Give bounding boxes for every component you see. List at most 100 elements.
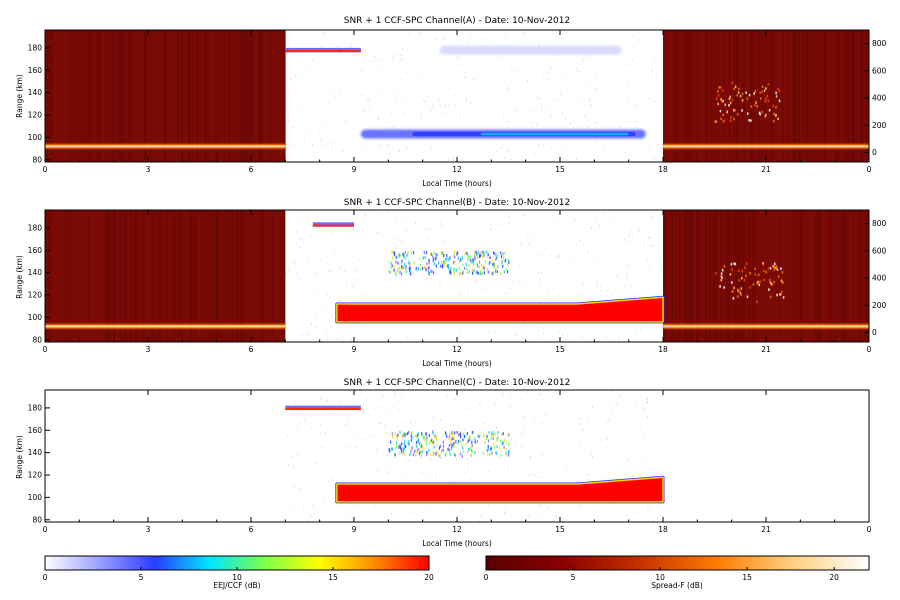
panel-b-scatter-cloud-point [457,251,459,255]
panel-c-speckle [646,402,648,405]
panel-c-scatter-cloud-point [467,450,469,454]
panel-c-speckle [435,434,437,437]
panel-b-night-texture [842,210,844,342]
panel-b-spread-f-cluster-point [745,262,748,265]
panel-c-scatter-cloud-point [405,432,407,436]
panel-a-y-tick-label: 100 [28,133,43,142]
panel-a-speckle [629,120,631,123]
panel-b-scatter-cloud-point [501,260,503,264]
panel-c-scatter-cloud-point [426,436,428,440]
panel-b-scatter-cloud-point [482,250,484,254]
panel-c-scatter-cloud-point [463,433,465,437]
panel-b-speckle [508,222,510,225]
panel-b-scatter-cloud-point [467,256,470,260]
panel-c-speckle [436,443,438,446]
panel-c-scatter-cloud-point [487,439,490,443]
panel-a: SNR + 1 CCF-SPC Channel(A) - Date: 10-No… [15,16,887,188]
panel-c-scatter-cloud-point [453,452,455,456]
panel-b-night-texture [87,210,89,342]
panel-a-speckle [549,79,551,82]
panel-a-speckle [390,127,392,130]
panel-a-speckle [582,59,584,62]
panel-c-speckle [586,418,588,421]
panel-c-speckle [540,504,542,507]
panel-b-scatter-cloud-point [467,258,469,262]
panel-a-night-texture [759,30,761,162]
colorbar-eej-label: EEJ/CCF (dB) [213,581,260,590]
panel-c-scatter-cloud-point [461,444,463,448]
panel-a-spread-f-cluster-point [764,99,767,103]
panel-c-scatter-cloud-point [470,453,473,457]
panel-b-spread-f-cluster-point [775,267,777,270]
panel-c-y-tick-label: 100 [28,493,43,502]
panel-b-speckle [407,336,409,339]
panel-a-speckle [581,100,583,103]
panel-c-speckle [653,460,655,463]
panel-a-spread-f-cluster-point [761,85,764,89]
panel-a-speckle [401,58,403,61]
panel-a-speckle [578,69,580,72]
panel-c-speckle [411,471,413,474]
panel-c-speckle [606,446,608,449]
panel-b-scatter-cloud-point [495,257,497,261]
panel-a-night-texture [847,30,849,162]
panel-c-speckle [299,488,301,491]
panel-c-speckle [360,391,362,394]
panel-b-speckle [460,331,462,334]
panel-b-scatter-cloud-point [405,256,407,260]
panel-c-speckle [326,399,328,402]
panel-c-speckle [526,391,528,394]
panel-c-speckle [452,440,454,443]
panel-b-scatter-cloud-point [468,270,470,274]
panel-a-speckle [648,97,650,100]
panel-b-night-texture [223,210,225,342]
panel-a-speckle [305,68,307,71]
panel-a-speckle [549,147,551,150]
panel-b-speckle [316,292,318,295]
panel-c-x-tick-label: 6 [249,525,254,534]
panel-c-scatter-cloud-point [508,442,510,446]
panel-c-scatter-cloud-point [392,435,394,439]
panel-a-spread-f-cluster-point [724,103,726,107]
panel-c-speckle [616,402,618,405]
panel-a-speckle [465,96,467,99]
panel-a-night-texture [243,30,245,162]
panel-a-night-texture [99,30,101,162]
panel-a-night-texture [181,30,183,162]
panel-b-scatter-cloud-point [409,269,411,273]
panel-a-speckle [436,38,438,41]
panel-c-speckle [303,506,305,509]
panel-c-scatter-cloud-point [505,447,507,451]
panel-a-speckle [503,116,505,119]
panel-a-speckle [634,104,636,107]
panel-b-speckle [327,261,329,264]
panel-b-scatter-cloud-point [453,272,455,276]
panel-a-speckle [535,123,537,126]
panel-c-speckle [397,401,399,404]
panel-c-speckle [357,504,359,507]
panel-b-night-texture [195,210,197,342]
panel-b-speckle [583,243,585,246]
panel-b-scatter-cloud-point [495,267,497,271]
panel-a-night-texture [245,30,247,162]
panel-b-night-texture [716,210,718,342]
panel-c-scatter-cloud-point [407,442,409,446]
panel-c-scatter-cloud-point [421,450,423,454]
panel-c-speckle [355,446,357,449]
panel-c-scatter-cloud-point [462,446,464,450]
panel-b-scatter-cloud-point [459,272,461,276]
panel-c-scatter-cloud-point [472,430,474,434]
panel-b-night-texture [151,210,153,342]
panel-b-spread-f-cluster-point [738,289,740,292]
panel-b-speckle [326,293,328,296]
panel-a-speckle [405,146,407,149]
panel-b-speckle [606,335,608,338]
panel-b-scatter-cloud-point [402,252,404,256]
panel-b-scatter-cloud-point [446,256,449,260]
panel-a-speckle [648,145,650,148]
panel-c-scatter-cloud-point [451,444,453,448]
panel-c-speckle [487,504,489,507]
panel-a-speckle [560,92,562,95]
panel-b-night-texture [740,210,742,342]
panel-b-night-texture [688,210,690,342]
